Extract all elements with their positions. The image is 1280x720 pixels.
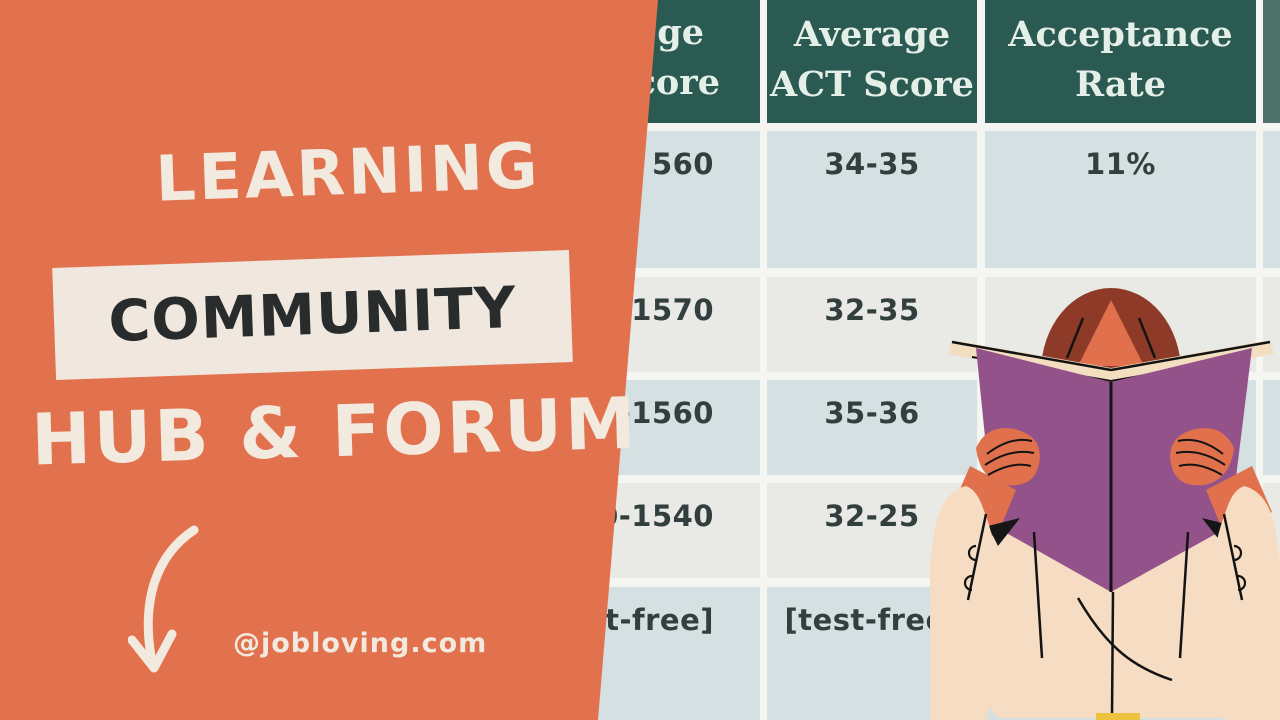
- cell-sat-1: 560: [651, 147, 714, 181]
- community-label: COMMUNITY: [107, 274, 518, 356]
- header-sat-line1: ge: [657, 12, 704, 53]
- cell-act-3: 35-36: [824, 396, 920, 430]
- table-cell: 11%: [985, 131, 1256, 268]
- header-acceptance-line2: Rate: [1074, 64, 1166, 105]
- cell-sat-5: st-free]: [587, 603, 714, 637]
- right-hand: [1170, 428, 1234, 486]
- table-header-acceptance: Acceptance Rate: [985, 0, 1256, 123]
- cell-act-1: 34-35: [824, 147, 920, 181]
- cell-sat-4: 0-1540: [598, 499, 714, 533]
- header-acceptance-line1: Acceptance: [1008, 14, 1233, 55]
- watermark-text: @jobloving.com: [233, 628, 488, 659]
- left-hand: [976, 428, 1040, 486]
- person-reading-book-illustration: [930, 288, 1280, 720]
- header-act-line2: ACT Score: [770, 64, 974, 105]
- left-sleeve-arm: [930, 486, 1003, 720]
- table-header-act: Average ACT Score: [767, 0, 977, 123]
- header-act-line1: Average: [793, 14, 951, 55]
- cell-act-4: 32-25: [824, 499, 920, 533]
- table-cell: 35-36: [767, 380, 977, 475]
- cell-act-5: [test-free]: [784, 603, 960, 637]
- face: [1078, 300, 1144, 366]
- table-cell: 32-35: [767, 277, 977, 372]
- cell-sat-2: -1570: [618, 293, 714, 327]
- table-cell: 34-35: [767, 131, 977, 268]
- hubforum-title: HUB & FORUM: [30, 381, 640, 482]
- table-cell: [1263, 131, 1280, 268]
- table-header-sliver: [1263, 0, 1280, 123]
- cell-acceptance-1: 11%: [1085, 147, 1156, 181]
- right-sleeve-arm: [1207, 486, 1280, 720]
- cell-act-2: 32-35: [824, 293, 920, 327]
- table-cell: [1263, 380, 1280, 475]
- community-badge: COMMUNITY: [52, 250, 573, 380]
- arrow-down-icon: [128, 525, 199, 673]
